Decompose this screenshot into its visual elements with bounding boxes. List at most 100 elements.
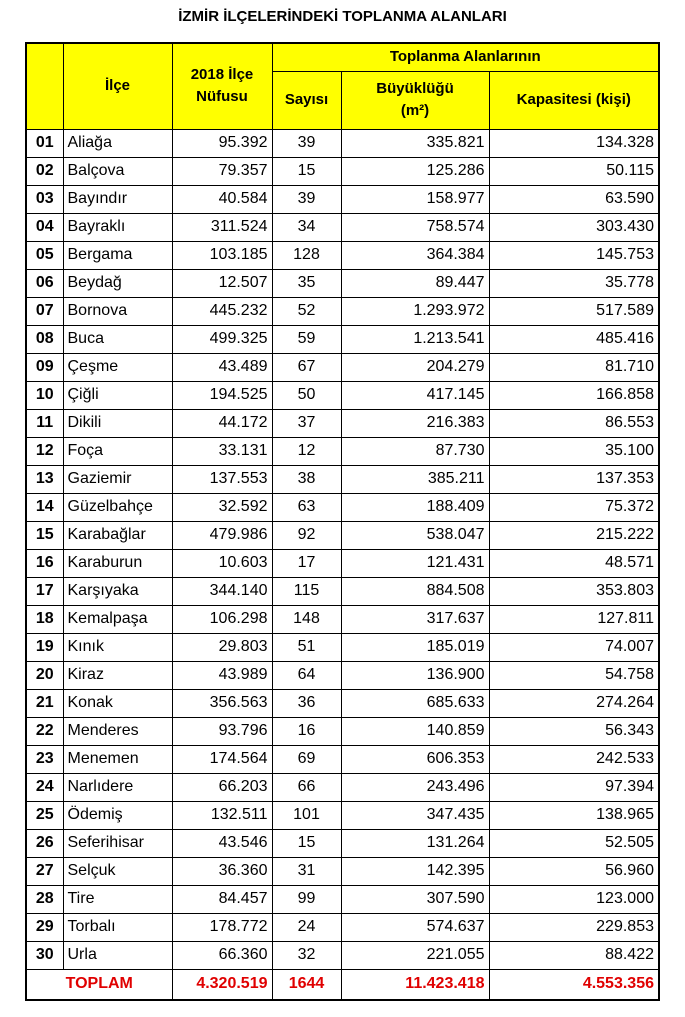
- cell: 30: [25, 940, 64, 970]
- cell: 75.372: [488, 492, 660, 522]
- cell: 884.508: [340, 576, 490, 606]
- cell: 32.592: [171, 492, 273, 522]
- cell: 317.637: [340, 604, 490, 634]
- cell: 13: [25, 464, 64, 494]
- cell: 137.353: [488, 464, 660, 494]
- cell: 43.546: [171, 828, 273, 858]
- cell: 10.603: [171, 548, 273, 578]
- cell: 29.803: [171, 632, 273, 662]
- cell: 174.564: [171, 744, 273, 774]
- cell: Kiraz: [62, 660, 173, 690]
- row: 07 Bornova 445.232 52 1.293.972 517.589: [25, 296, 660, 326]
- cell: 95.392: [171, 128, 273, 158]
- cell: 25: [25, 800, 64, 830]
- cell: Bayındır: [62, 184, 173, 214]
- row: 20 Kiraz 43.989 64 136.900 54.758: [25, 660, 660, 690]
- cell: 17: [271, 548, 342, 578]
- cell: 31: [271, 856, 342, 886]
- cell: 123.000: [488, 884, 660, 914]
- row: 30 Urla 66.360 32 221.055 88.422: [25, 940, 660, 970]
- cell: 148: [271, 604, 342, 634]
- cell: 39: [271, 128, 342, 158]
- cell: 19: [25, 632, 64, 662]
- row: 27 Selçuk 36.360 31 142.395 56.960: [25, 856, 660, 886]
- header-cell: [25, 42, 64, 130]
- cell: 79.357: [171, 156, 273, 186]
- cell: 145.753: [488, 240, 660, 270]
- cell: 347.435: [340, 800, 490, 830]
- cell: 606.353: [340, 744, 490, 774]
- cell: Kınık: [62, 632, 173, 662]
- cell: 517.589: [488, 296, 660, 326]
- row: 25 Ödemiş 132.511 101 347.435 138.965: [25, 800, 660, 830]
- row: 22 Menderes 93.796 16 140.859 56.343: [25, 716, 660, 746]
- cell: 11: [25, 408, 64, 438]
- cell: 06: [25, 268, 64, 298]
- cell: Dikili: [62, 408, 173, 438]
- row: 26 Seferihisar 43.546 15 131.264 52.505: [25, 828, 660, 858]
- cell: 24: [25, 772, 64, 802]
- cell: 18: [25, 604, 64, 634]
- row: 28 Tire 84.457 99 307.590 123.000: [25, 884, 660, 914]
- row: 13 Gaziemir 137.553 38 385.211 137.353: [25, 464, 660, 494]
- total-cell: 4.320.519: [171, 968, 273, 1000]
- cell: 04: [25, 212, 64, 242]
- cell: 136.900: [340, 660, 490, 690]
- cell: 93.796: [171, 716, 273, 746]
- cell: 685.633: [340, 688, 490, 718]
- cell: 97.394: [488, 772, 660, 802]
- total-cell: 4.553.356: [488, 968, 660, 1000]
- cell: 311.524: [171, 212, 273, 242]
- cell: 43.489: [171, 352, 273, 382]
- cell: 166.858: [488, 380, 660, 410]
- cell: Ödemiş: [62, 800, 173, 830]
- cell: 08: [25, 324, 64, 354]
- cell: 07: [25, 296, 64, 326]
- cell: 479.986: [171, 520, 273, 550]
- cell: 131.264: [340, 828, 490, 858]
- cell: 67: [271, 352, 342, 382]
- cell: Gaziemir: [62, 464, 173, 494]
- cell: 01: [25, 128, 64, 158]
- total-cell: 1644: [271, 968, 342, 1000]
- cell: 229.853: [488, 912, 660, 942]
- header-cell: 2018 İlçe Nüfusu: [171, 42, 273, 130]
- cell: 86.553: [488, 408, 660, 438]
- cell: 52: [271, 296, 342, 326]
- cell: 1.293.972: [340, 296, 490, 326]
- cell: 09: [25, 352, 64, 382]
- cell: 63.590: [488, 184, 660, 214]
- cell: Güzelbahçe: [62, 492, 173, 522]
- cell: 15: [271, 156, 342, 186]
- row: 05 Bergama 103.185 128 364.384 145.753: [25, 240, 660, 270]
- cell: Urla: [62, 940, 173, 970]
- cell: 02: [25, 156, 64, 186]
- cell: 36: [271, 688, 342, 718]
- header-cell: İlçe: [62, 42, 173, 130]
- cell: 127.811: [488, 604, 660, 634]
- cell: 1.213.541: [340, 324, 490, 354]
- cell: 140.859: [340, 716, 490, 746]
- cell: 158.977: [340, 184, 490, 214]
- row: 04 Bayraklı 311.524 34 758.574 303.430: [25, 212, 660, 242]
- cell: Çiğli: [62, 380, 173, 410]
- cell: 303.430: [488, 212, 660, 242]
- cell: Beydağ: [62, 268, 173, 298]
- cell: 194.525: [171, 380, 273, 410]
- cell: 27: [25, 856, 64, 886]
- cell: 335.821: [340, 128, 490, 158]
- cell: 178.772: [171, 912, 273, 942]
- cell: 48.571: [488, 548, 660, 578]
- cell: 121.431: [340, 548, 490, 578]
- cell: 353.803: [488, 576, 660, 606]
- row: 01 Aliağa 95.392 39 335.821 134.328: [25, 128, 660, 158]
- cell: 356.563: [171, 688, 273, 718]
- cell: 106.298: [171, 604, 273, 634]
- cell: 243.496: [340, 772, 490, 802]
- cell: 33.131: [171, 436, 273, 466]
- cell: Aliağa: [62, 128, 173, 158]
- cell: 54.758: [488, 660, 660, 690]
- row: 09 Çeşme 43.489 67 204.279 81.710: [25, 352, 660, 382]
- cell: 88.422: [488, 940, 660, 970]
